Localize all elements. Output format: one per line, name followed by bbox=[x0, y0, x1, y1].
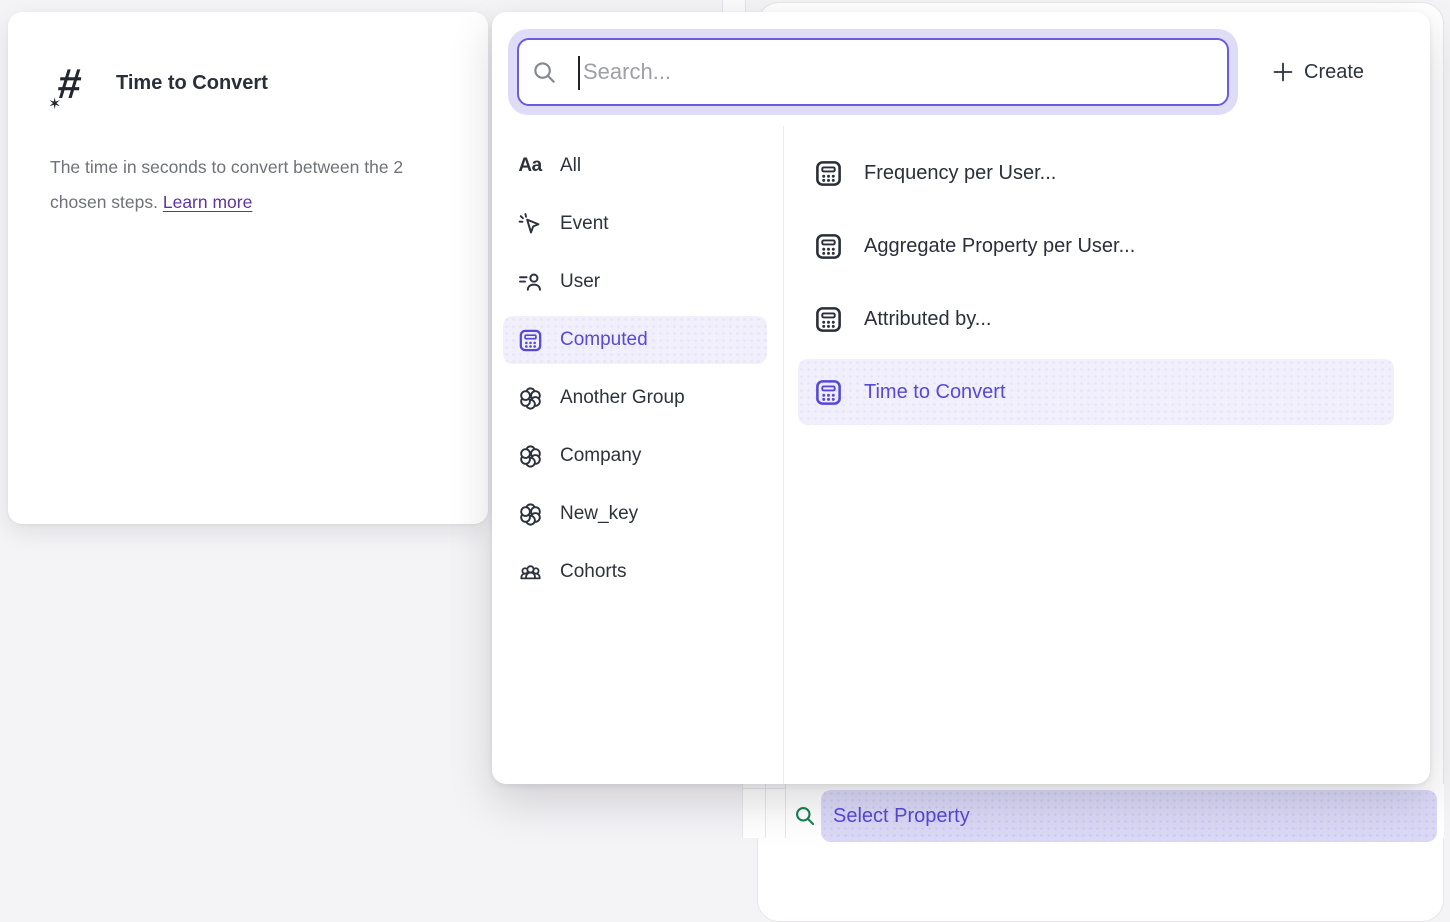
tooltip-title: Time to Convert bbox=[116, 72, 268, 95]
group-icon bbox=[516, 500, 544, 528]
group-icon bbox=[516, 442, 544, 470]
calculator-icon bbox=[812, 157, 844, 189]
background-column-divider bbox=[785, 784, 786, 838]
learn-more-link[interactable]: Learn more bbox=[163, 192, 253, 212]
background-row-divider bbox=[743, 788, 785, 789]
numeric-property-icon: # ✶ bbox=[48, 60, 102, 112]
panel-divider bbox=[783, 126, 784, 784]
create-button-label: Create bbox=[1304, 61, 1364, 84]
plus-icon bbox=[1272, 61, 1294, 83]
background-column-divider bbox=[765, 784, 766, 838]
cohorts-icon bbox=[516, 558, 544, 586]
category-event[interactable]: Event bbox=[503, 200, 767, 248]
category-cohorts[interactable]: Cohorts bbox=[503, 548, 767, 596]
result-attributed-by[interactable]: Attributed by... bbox=[798, 286, 1394, 352]
category-new-key[interactable]: New_key bbox=[503, 490, 767, 538]
user-icon bbox=[516, 268, 544, 296]
calculator-icon bbox=[812, 303, 844, 335]
calculator-icon bbox=[812, 230, 844, 262]
search-input[interactable] bbox=[519, 40, 1227, 104]
property-picker-panel: Create Aa All Event bbox=[492, 12, 1430, 784]
background-bottom-row: Select Property bbox=[742, 784, 1444, 838]
group-icon bbox=[516, 384, 544, 412]
aa-icon: Aa bbox=[516, 152, 544, 180]
tooltip-description: The time in seconds to convert between t… bbox=[50, 150, 442, 220]
search-field[interactable] bbox=[517, 38, 1229, 106]
result-frequency-per-user[interactable]: Frequency per User... bbox=[798, 140, 1394, 206]
category-user[interactable]: User bbox=[503, 258, 767, 306]
select-property-label: Select Property bbox=[833, 805, 970, 828]
category-all[interactable]: Aa All bbox=[503, 142, 767, 190]
category-company[interactable]: Company bbox=[503, 432, 767, 480]
results-list: Frequency per User... Aggregate Property… bbox=[798, 140, 1394, 432]
category-another-group[interactable]: Another Group bbox=[503, 374, 767, 422]
category-computed[interactable]: Computed bbox=[503, 316, 767, 364]
result-time-to-convert[interactable]: Time to Convert bbox=[798, 359, 1394, 425]
calculator-icon bbox=[516, 326, 544, 354]
tooltip-card: # ✶ Time to Convert The time in seconds … bbox=[8, 12, 488, 524]
create-button[interactable]: Create bbox=[1260, 50, 1376, 94]
result-aggregate-property-per-user[interactable]: Aggregate Property per User... bbox=[798, 213, 1394, 279]
select-property-search-icon bbox=[793, 804, 817, 828]
category-list: Aa All Event bbox=[503, 142, 767, 606]
event-cursor-icon bbox=[516, 210, 544, 238]
select-property-button[interactable]: Select Property bbox=[821, 790, 1437, 842]
calculator-icon bbox=[812, 376, 844, 408]
